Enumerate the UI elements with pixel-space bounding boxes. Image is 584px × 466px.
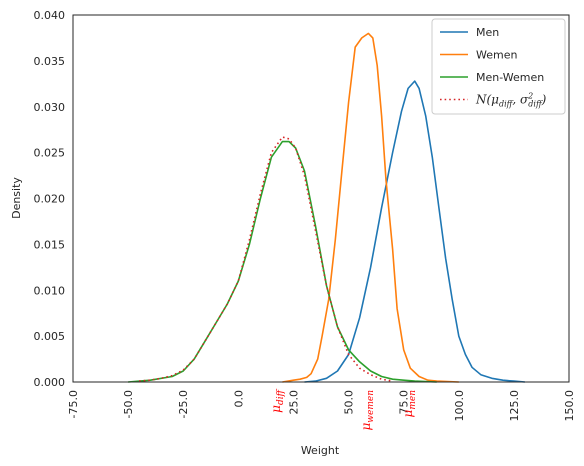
y-axis: 0.000 0.005 0.010 0.015 0.020 0.025 0.030 0.035…	[34, 9, 66, 389]
x-tick-label: 150.0	[563, 390, 576, 422]
x-tick-label: -50.0	[122, 390, 135, 418]
mu-annotations: μdiff μwemen μmen	[269, 388, 418, 430]
y-tick-label: 0.030	[34, 101, 66, 114]
y-tick-label: 0.020	[34, 193, 66, 206]
x-tick-label: 25.0	[287, 390, 300, 415]
y-tick-label: 0.010	[34, 284, 66, 297]
x-tick-label: 75.0	[398, 390, 411, 415]
mu-annotation-label: μwemen	[359, 390, 376, 431]
legend-label: Wemen	[476, 49, 517, 62]
y-tick-label: 0.000	[34, 376, 66, 389]
plot-area	[72, 14, 570, 383]
x-tick-label: 100.0	[453, 390, 466, 422]
legend-label: N(μdiff, σ2 diff)	[475, 92, 547, 109]
series-line-1	[282, 32, 459, 383]
legend-label: Men-Wemen	[476, 71, 544, 84]
y-tick-label: 0.005	[34, 330, 66, 343]
y-tick-label: 0.025	[34, 147, 66, 160]
y-tick-label: 0.040	[34, 9, 66, 22]
series-line-0	[304, 80, 525, 383]
x-axis: -75.0 -50.0 -25.0 0.0 25.0 50.0 75.0 100.0 125.0…	[67, 390, 576, 422]
x-axis-label: Weight	[301, 444, 340, 457]
x-tick-label: -75.0	[67, 390, 80, 418]
series-line-3	[139, 136, 393, 382]
x-tick-label: 125.0	[508, 390, 521, 422]
legend: Men Wemen Men-Wemen N(μdiff, σ2 diff)	[431, 18, 566, 115]
series-line-2	[128, 140, 437, 383]
x-tick-label: 0.0	[232, 390, 245, 408]
mu-annotation-label: μmen	[401, 390, 418, 418]
legend-box	[431, 18, 566, 115]
y-axis-label: Density	[10, 177, 23, 219]
x-tick-label: -25.0	[177, 390, 190, 418]
y-tick-label: 0.035	[34, 55, 66, 68]
mu-annotation-label: μdiff	[269, 388, 286, 412]
legend-label: Men	[476, 26, 499, 39]
y-tick-label: 0.015	[34, 238, 66, 251]
x-tick-label: 50.0	[343, 390, 356, 415]
plot-frame	[72, 14, 570, 383]
